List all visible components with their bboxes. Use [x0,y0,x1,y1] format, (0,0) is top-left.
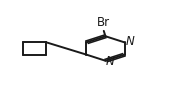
Text: Br: Br [97,16,110,29]
Text: N: N [106,55,115,68]
Text: N: N [126,35,134,48]
